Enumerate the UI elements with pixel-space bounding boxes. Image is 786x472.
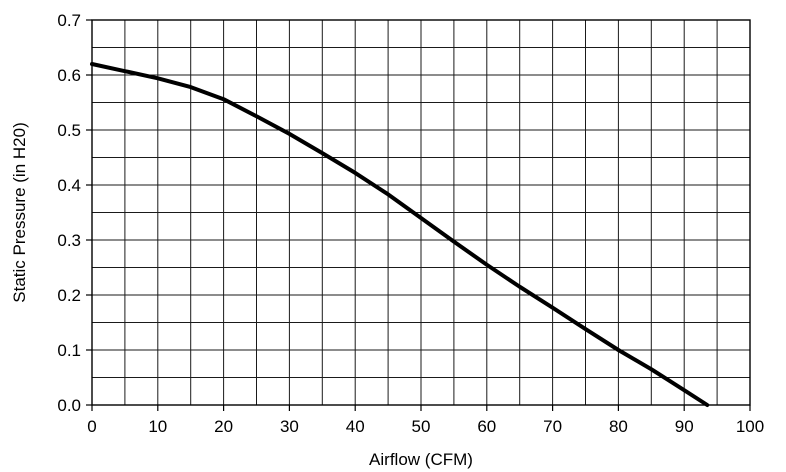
x-tick-label: 50 [412,417,431,436]
y-tick-label: 0.6 [57,66,81,85]
grid [92,20,750,405]
y-tick-label: 0.5 [57,121,81,140]
y-axis-ticks: 0.0 0.1 0.2 0.3 0.4 0.5 0.6 0.7 [57,11,92,415]
x-tick-label: 70 [543,417,562,436]
y-tick-label: 0.3 [57,231,81,250]
x-axis-ticks: 0 10 20 30 40 50 60 70 80 90 100 [87,405,764,436]
y-tick-label: 0.0 [57,396,81,415]
y-tick-label: 0.7 [57,11,81,30]
x-tick-label: 30 [280,417,299,436]
y-axis-title: Static Pressure (in H20) [10,122,29,302]
x-tick-label: 20 [214,417,233,436]
x-tick-label: 40 [346,417,365,436]
y-tick-label: 0.1 [57,341,81,360]
x-tick-label: 100 [736,417,764,436]
y-tick-label: 0.2 [57,286,81,305]
x-axis-title: Airflow (CFM) [369,450,473,469]
x-tick-label: 10 [148,417,167,436]
series-line [90,62,710,407]
x-tick-label: 90 [675,417,694,436]
y-tick-label: 0.4 [57,176,81,195]
x-tick-label: 80 [609,417,628,436]
series-layer [90,62,710,407]
x-tick-label: 0 [87,417,96,436]
x-tick-label: 60 [477,417,496,436]
